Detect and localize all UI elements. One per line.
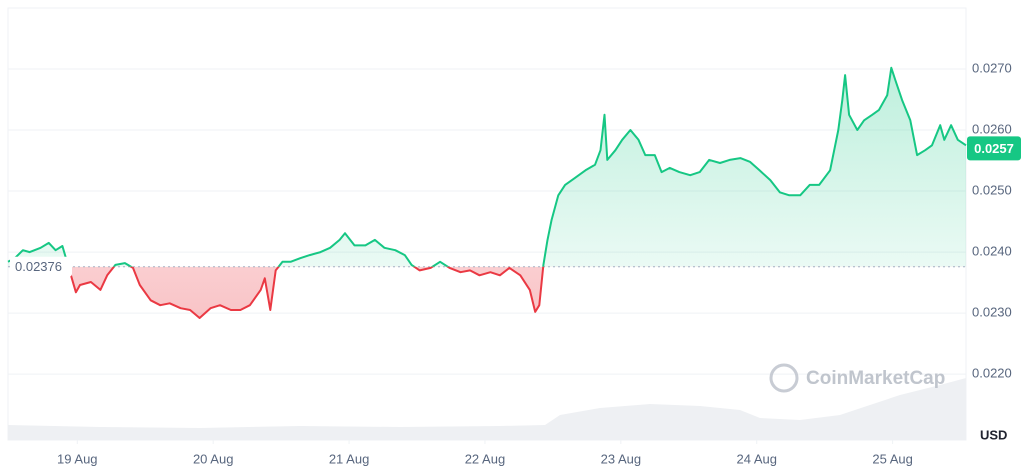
x-tick-label: 21 Aug [329,451,370,466]
x-tick-label: 22 Aug [465,451,506,466]
area-down [8,266,966,318]
watermark-text: CoinMarketCap [806,368,945,389]
baseline-label: 0.02376 [15,259,62,274]
y-tick-label: 0.0260 [972,121,1012,136]
x-tick-label: 19 Aug [57,451,98,466]
y-tick-label: 0.0250 [972,182,1012,197]
baseline-label-box [10,256,72,277]
labels: 0.0220 0.0230 0.0240 0.0250 0.0260 0.0270 19 A… [10,60,1021,466]
y-tick-label: 0.0270 [972,60,1012,75]
x-tick-label: 25 Aug [872,451,913,466]
y-tick-label: 0.0240 [972,244,1012,259]
x-tick-label: 23 Aug [601,451,642,466]
price-line-down [67,266,545,319]
y-tick-label: 0.0230 [972,305,1012,320]
area-up [8,67,966,267]
x-tick-label: 20 Aug [193,451,234,466]
volume-area [8,378,966,440]
price-tag-label: 0.0257 [974,141,1014,156]
price-line-up [7,66,967,267]
plot [7,66,967,319]
price-tag [967,136,1021,161]
unit-label: USD [980,427,1007,442]
x-tick-label: 24 Aug [736,451,777,466]
watermark-logo [769,363,799,393]
watermark: CoinMarketCap [769,363,945,393]
y-tick-label: 0.0220 [972,366,1012,381]
